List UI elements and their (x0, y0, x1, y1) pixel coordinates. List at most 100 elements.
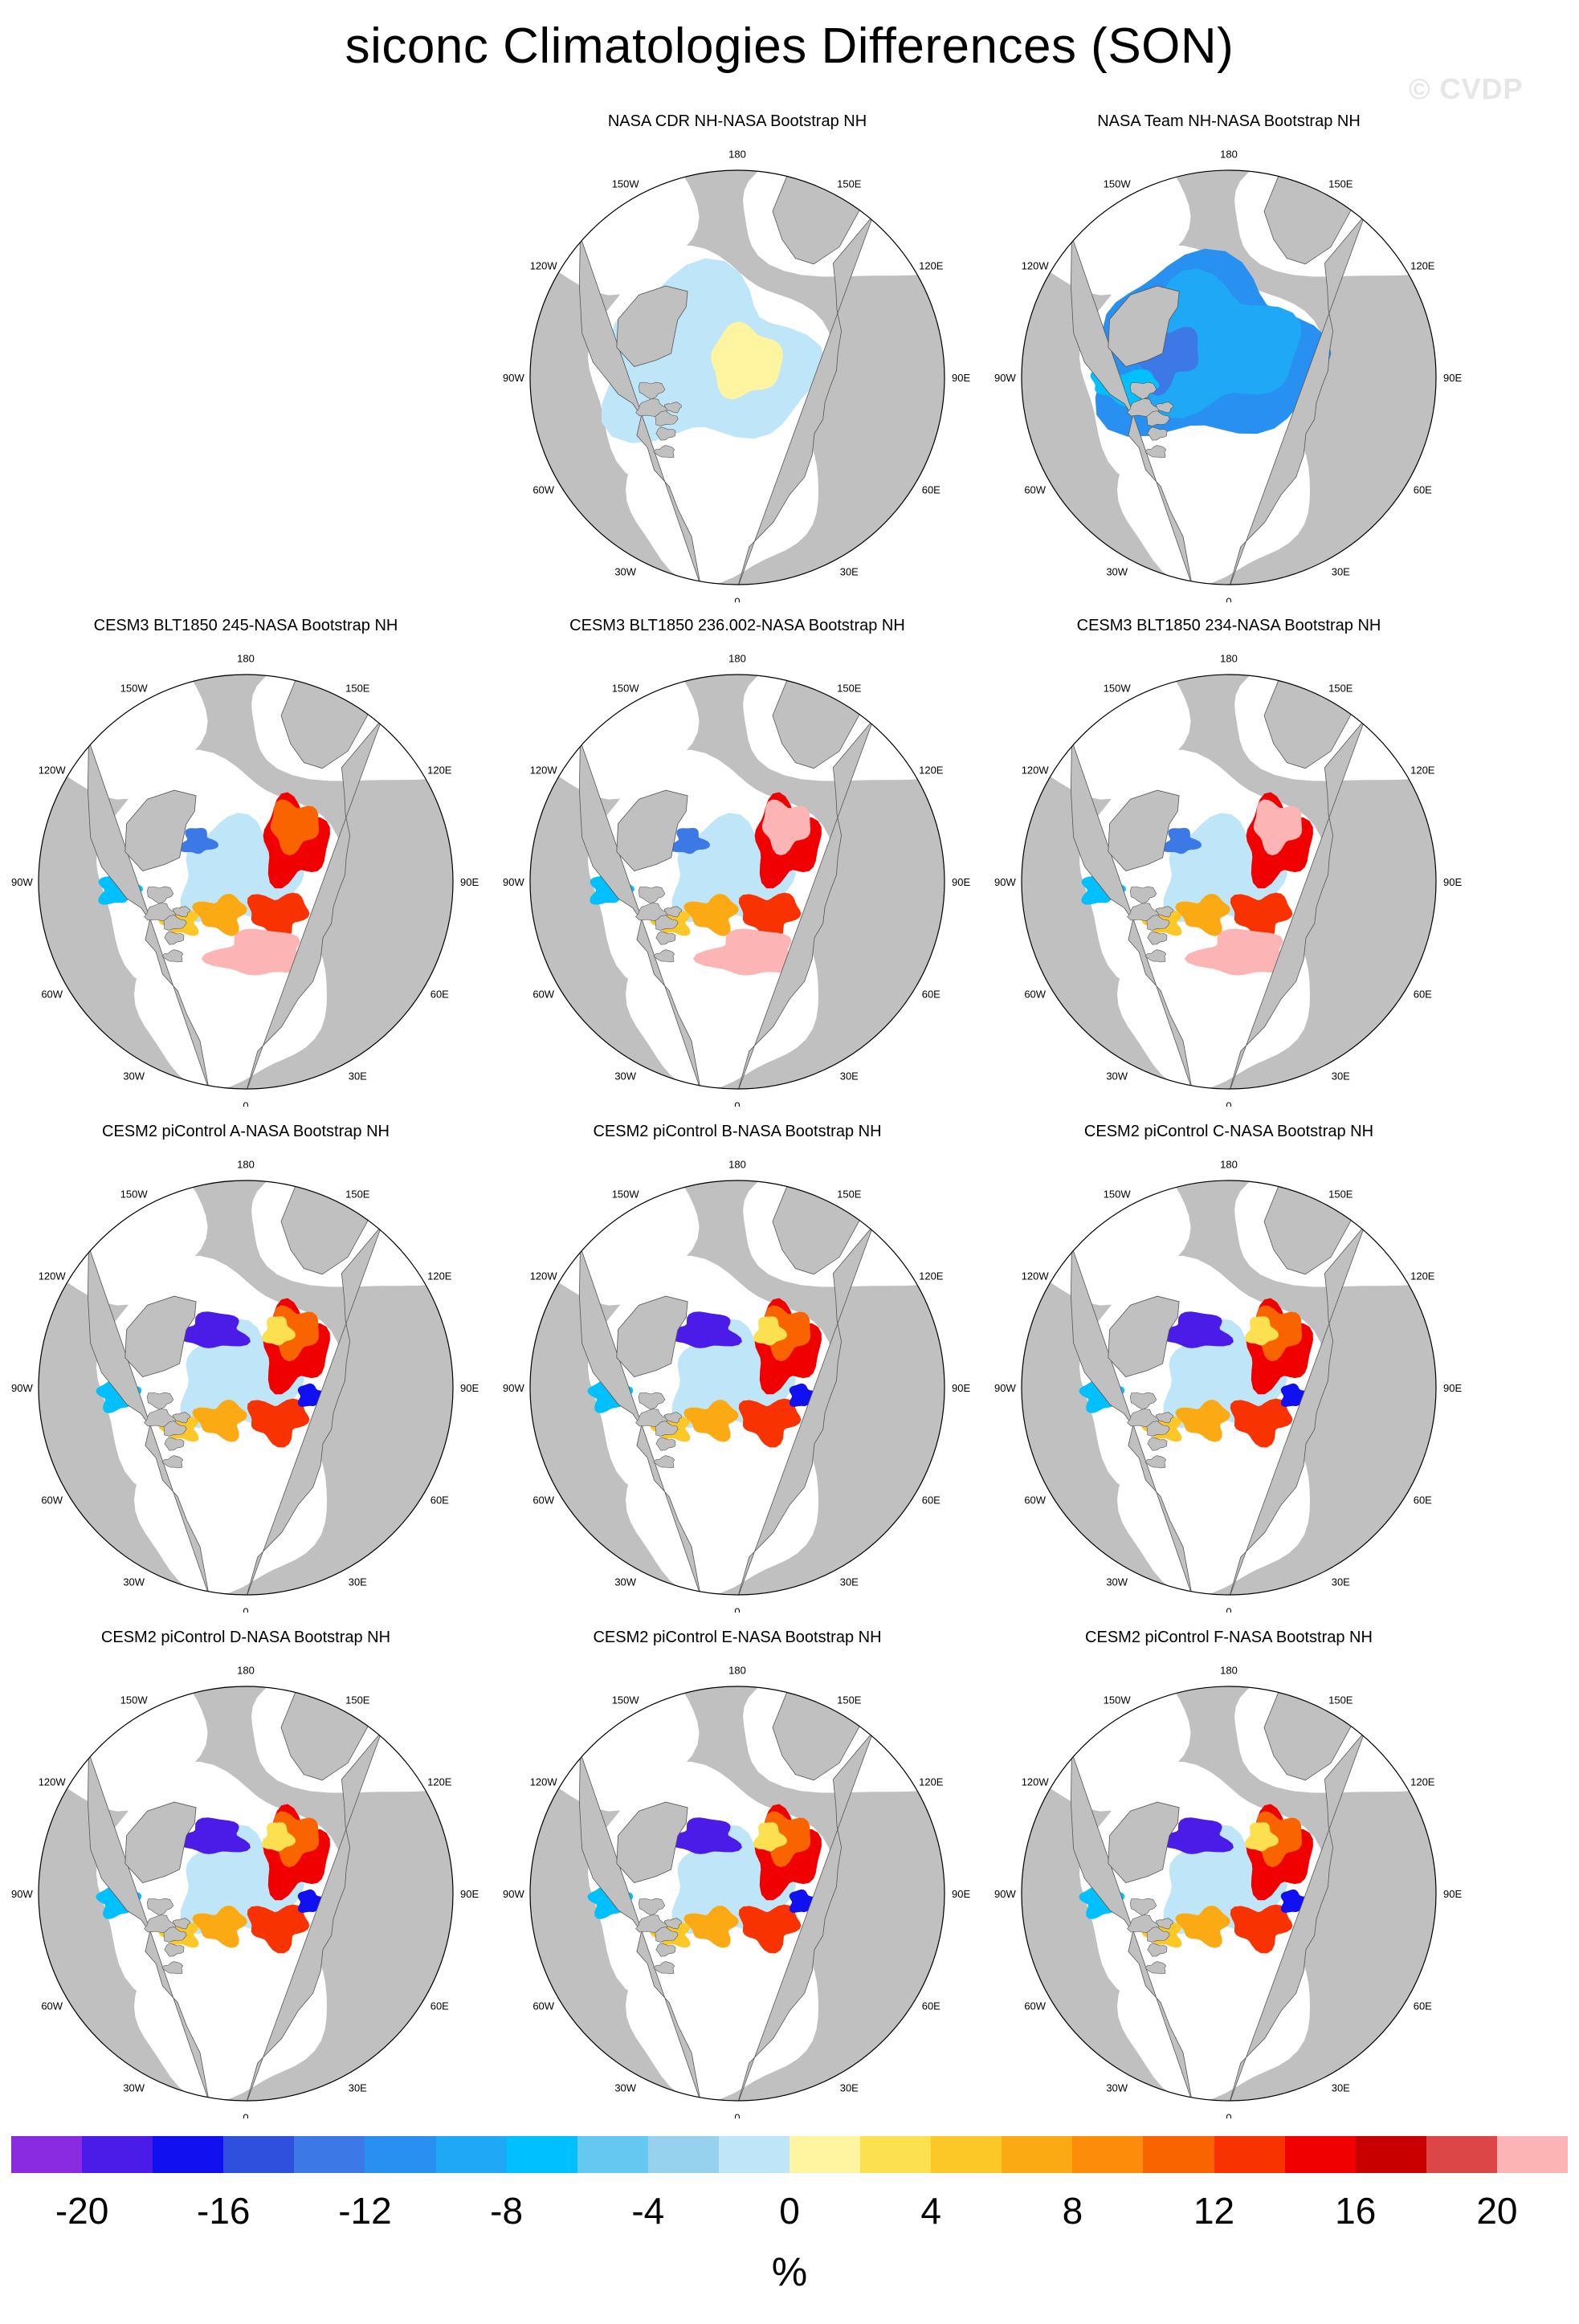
colorbar-swatch (860, 2136, 932, 2173)
longitude-label: 30E (840, 2081, 859, 2094)
polar-map: 180 150E 120E 90E 60E 30E 0 30W 60W 90W 120W 150W (11, 652, 479, 1107)
longitude-label: 90W (994, 372, 1016, 384)
map-boundary (38, 1686, 454, 2102)
arctic-island (1147, 931, 1168, 945)
colorbar-swatch (365, 2136, 437, 2173)
longitude-label: 150W (1104, 683, 1132, 695)
longitude-label: 90E (1443, 372, 1462, 384)
greenland-land (1108, 789, 1180, 871)
longitude-label: 90W (11, 876, 33, 888)
sea-ice-difference-region (761, 799, 811, 856)
colorbar-swatch (1143, 2136, 1215, 2173)
polar-map: 180 150E 120E 90E 60E 30E 0 30W 60W 90W 120W 150W (994, 148, 1462, 602)
longitude-label: 90W (503, 1382, 524, 1394)
longitude-label: 180 (728, 1664, 746, 1676)
sea-ice-difference-region (173, 1817, 251, 1854)
longitude-label: 120W (39, 1776, 67, 1788)
longitude-label: 180 (1220, 1664, 1238, 1676)
longitude-label: 120W (1022, 764, 1050, 777)
longitude-label: 120E (1410, 1776, 1435, 1788)
eurasia-land (245, 1225, 382, 1595)
longitude-label: 60E (1414, 1494, 1432, 1506)
longitude-label: 120W (530, 260, 558, 272)
eurasia-land (1228, 1731, 1365, 2101)
longitude-label: 180 (1220, 148, 1238, 160)
colorbar-tick-label: -4 (631, 2190, 665, 2232)
map-boundary (529, 1180, 945, 1596)
longitude-label: 60E (1414, 483, 1432, 495)
polar-map: 180 150E 120E 90E 60E 30E 0 30W 60W 90W 120W 150W (994, 1664, 1462, 2118)
scandinavia-land (280, 1182, 371, 1275)
longitude-label: 150W (1104, 1189, 1132, 1201)
arctic-island (653, 949, 675, 963)
map-panel: CESM2 piControl F-NASA Bootstrap NH 180 15… (983, 1629, 1475, 2126)
colorbar-tick-label: 4 (920, 2190, 941, 2232)
scandinavia-land (1263, 1182, 1354, 1275)
colorbar-swatch (1496, 2136, 1569, 2173)
eurasia-land (245, 720, 382, 1089)
colorbar-swatch (1072, 2136, 1144, 2173)
longitude-label: 0 (734, 1100, 740, 1107)
sea-ice-difference-region (1245, 1822, 1279, 1852)
longitude-label: 90W (11, 1382, 33, 1394)
arctic-island (1129, 1898, 1157, 1916)
panel-title: CESM2 piControl A-NASA Bootstrap NH (102, 1123, 390, 1140)
longitude-label: 90E (1443, 1382, 1462, 1394)
longitude-label: 60E (922, 483, 940, 495)
longitude-label: 60E (922, 2000, 940, 2012)
longitude-label: 120W (530, 1776, 558, 1788)
longitude-label: 120E (919, 260, 944, 272)
arctic-island (163, 1421, 187, 1437)
eurasia-land (736, 720, 874, 1089)
figure-title: siconc Climatologies Differences (SON) (345, 18, 1234, 74)
map-boundary (1021, 169, 1437, 585)
colorbar-tick-label: 20 (1476, 2190, 1518, 2232)
sea-ice-difference-region (1175, 1906, 1230, 1948)
longitude-label: 120E (427, 1776, 452, 1788)
arctic-island (653, 1961, 675, 1975)
sea-ice-difference-region (1175, 1400, 1230, 1442)
arctic-island (146, 1392, 174, 1410)
atlantic-ocean (1117, 400, 1310, 585)
longitude-label: 150W (1104, 1694, 1132, 1706)
colorbar-tick-label: 16 (1335, 2190, 1377, 2232)
sea-ice-difference-region (670, 828, 711, 854)
scandinavia-land (772, 172, 863, 265)
map-panel: CESM3 BLT1850 234-NASA Bootstrap NH 180 15… (983, 617, 1475, 1115)
colorbar (11, 2136, 1569, 2173)
longitude-label: 90E (952, 1888, 970, 1900)
longitude-label: 30E (1332, 1576, 1350, 1588)
sea-ice-difference-region (664, 1817, 742, 1854)
colorbar-tick-label: -12 (338, 2190, 392, 2232)
longitude-label: 150W (612, 1694, 640, 1706)
longitude-label: 90E (1443, 876, 1462, 888)
map-panel: CESM2 piControl A-NASA Bootstrap NH 180 15… (0, 1123, 492, 1621)
sea-ice-difference-region (1156, 1311, 1234, 1348)
arctic-island (655, 1421, 679, 1437)
longitude-label: 150E (1328, 1189, 1353, 1201)
longitude-label: 90E (460, 1888, 479, 1900)
atlantic-ocean (626, 1916, 818, 2101)
sea-ice-difference-region (192, 1400, 247, 1442)
longitude-label: 90E (952, 1382, 970, 1394)
sea-ice-difference-region (738, 1398, 802, 1448)
sea-ice-difference-region (173, 1311, 251, 1348)
colorbar-swatch (718, 2136, 790, 2173)
arctic-island (146, 1898, 174, 1916)
arctic-island (655, 931, 676, 945)
longitude-label: 90E (460, 876, 479, 888)
arctic-island (1155, 1918, 1173, 1930)
longitude-label: 150W (120, 683, 149, 695)
arctic-island (1144, 1961, 1167, 1975)
longitude-label: 150W (612, 178, 640, 190)
greenland-land (1108, 285, 1180, 367)
sea-ice-difference-region (753, 1822, 788, 1852)
longitude-label: 0 (734, 596, 740, 602)
arctic-island (1147, 1437, 1168, 1451)
panel-title: CESM2 piControl F-NASA Bootstrap NH (1085, 1629, 1373, 1646)
longitude-label: 90E (952, 372, 970, 384)
longitude-label: 120W (1022, 260, 1050, 272)
colorbar-swatch (82, 2136, 153, 2173)
longitude-label: 150W (612, 683, 640, 695)
longitude-label: 180 (1220, 652, 1238, 664)
